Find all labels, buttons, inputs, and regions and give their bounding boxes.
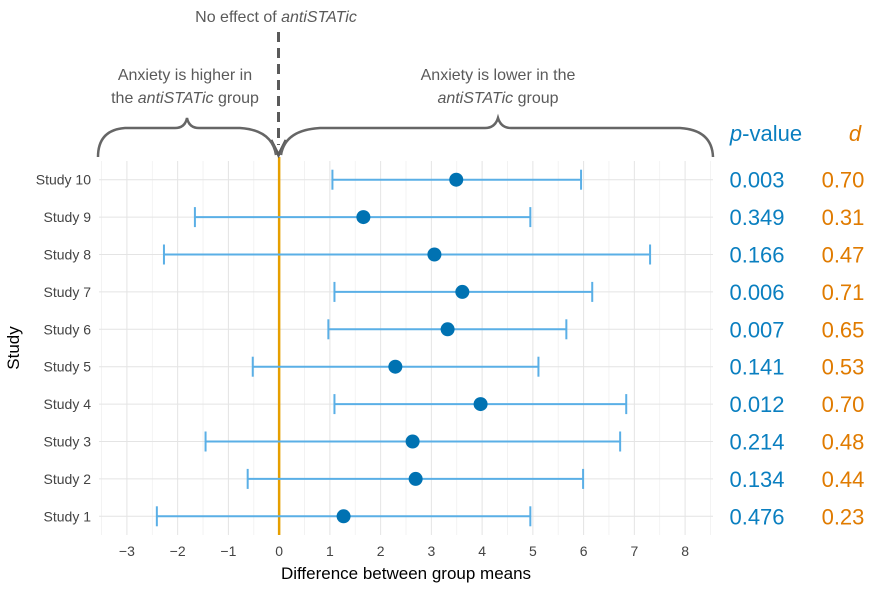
estimate-point [336, 509, 351, 524]
estimate-point [408, 471, 423, 486]
d-value-label: 0.31 [822, 205, 865, 230]
y-tick-label: Study 4 [44, 396, 92, 412]
estimate-point [473, 397, 488, 412]
y-axis-label: Study [4, 326, 23, 370]
x-tick-label: −1 [220, 543, 236, 559]
grid: −3 −2 −1 0 1 2 3 4 5 6 7 8 Study 10 Study 9 Study 8 Stu… [36, 161, 713, 559]
x-tick-label: 5 [529, 543, 537, 559]
annotation-higher: Anxiety is higher in [118, 67, 252, 84]
estimate-point [427, 247, 442, 262]
brace-lower [279, 113, 715, 158]
d-value-label: 0.65 [822, 317, 865, 342]
pvalue-label: 0.134 [729, 467, 784, 492]
x-tick-label: 6 [580, 543, 588, 559]
y-tick-label: Study 6 [44, 321, 92, 337]
y-tick-label: Study 9 [44, 209, 92, 225]
marks: 0.003 0.70 0.349 0.31 0.166 0.47 0.006 0.71 0.00… [155, 157, 865, 535]
estimate-point [455, 284, 470, 299]
d-value-label: 0.53 [822, 355, 865, 380]
d-value-label: 0.23 [822, 504, 865, 529]
d-value-label: 0.70 [822, 392, 865, 417]
estimate-point [405, 434, 420, 449]
pvalue-label: 0.003 [729, 168, 784, 193]
pvalue-label: 0.007 [729, 317, 784, 342]
d-value-label: 0.48 [822, 430, 865, 455]
x-tick-label: 3 [427, 543, 435, 559]
x-tick-label: 8 [681, 543, 689, 559]
pvalue-label: 0.012 [729, 392, 784, 417]
x-tick-label: 1 [326, 543, 334, 559]
pvalue-label: 0.141 [729, 355, 784, 380]
estimate-point [440, 322, 455, 337]
pvalue-label: 0.349 [729, 205, 784, 230]
annotation-lower: Anxiety is lower in the [421, 67, 576, 84]
y-tick-label: Study 7 [44, 284, 92, 300]
d-header: d [849, 121, 862, 146]
x-tick-label: −3 [119, 543, 135, 559]
estimate-point [356, 210, 371, 225]
estimate-point [449, 172, 464, 187]
pvalue-header: p-value [729, 121, 802, 146]
y-tick-label: Study 1 [44, 508, 92, 524]
d-value-label: 0.71 [822, 280, 865, 305]
y-tick-label: Study 3 [44, 434, 92, 450]
pvalue-label: 0.476 [729, 504, 784, 529]
annotation-lower-line2: antiSTATic group [437, 90, 558, 107]
x-tick-label: 7 [630, 543, 638, 559]
x-tick-label: 0 [275, 543, 283, 559]
annotation-higher-line2: the antiSTATic group [111, 90, 259, 107]
x-tick-label: 2 [377, 543, 385, 559]
pvalue-label: 0.214 [729, 430, 784, 455]
y-tick-label: Study 2 [44, 471, 92, 487]
d-value-label: 0.70 [822, 168, 865, 193]
y-tick-label: Study 8 [44, 247, 92, 263]
pvalue-label: 0.006 [729, 280, 784, 305]
annotation-no-effect: No effect of antiSTATic [195, 9, 357, 26]
brace-higher [96, 117, 278, 158]
y-tick-label: Study 5 [44, 359, 92, 375]
d-value-label: 0.47 [822, 243, 865, 268]
x-tick-label: −2 [170, 543, 186, 559]
pvalue-label: 0.166 [729, 243, 784, 268]
x-axis-label: Difference between group means [281, 564, 531, 583]
y-tick-label: Study 10 [36, 172, 91, 188]
d-value-label: 0.44 [822, 467, 865, 492]
estimate-point [388, 359, 403, 374]
x-tick-label: 4 [478, 543, 486, 559]
